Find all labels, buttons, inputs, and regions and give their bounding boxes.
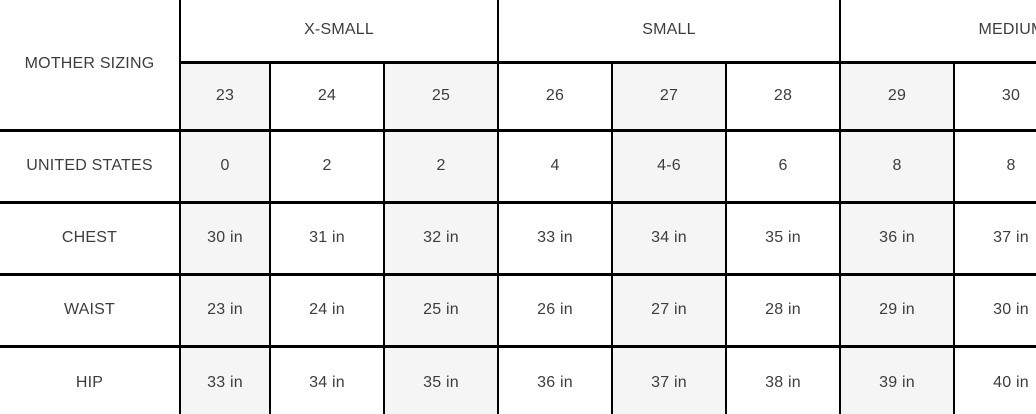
size-cell: 40 in [953, 344, 1036, 414]
size-cell: 38 in [725, 344, 842, 414]
size-number-row: 23 24 25 26 27 28 29 30 [0, 60, 1036, 132]
group-header-medium: MEDIUM [839, 0, 1036, 64]
size-col-header-25: 25 [382, 60, 500, 132]
size-cell: 30 in [179, 200, 271, 276]
size-cell: 29 in [839, 272, 956, 348]
size-cell: 8 [953, 128, 1036, 204]
size-cell: 32 in [382, 200, 500, 276]
size-cell: 26 in [497, 272, 614, 348]
size-cell: 37 in [611, 344, 728, 414]
size-cell: 35 in [382, 344, 500, 414]
corner-header-cell: MOTHER SIZING [0, 0, 181, 132]
size-col-header-26: 26 [497, 60, 614, 132]
size-col-header-23: 23 [179, 60, 271, 132]
size-cell: 37 in [953, 200, 1036, 276]
size-cell: 36 in [497, 344, 614, 414]
size-col-header-30: 30 [953, 60, 1036, 132]
size-cell: 4-6 [611, 128, 728, 204]
size-cell: 28 in [725, 272, 842, 348]
size-cell: 4 [497, 128, 614, 204]
row-label-united-states: UNITED STATES [0, 128, 181, 204]
size-cell: 34 in [611, 200, 728, 276]
table-row-united-states: UNITED STATES 0 2 2 4 4-6 6 8 8 [0, 128, 1036, 204]
table-row-chest: CHEST 30 in 31 in 32 in 33 in 34 in 35 i… [0, 200, 1036, 276]
size-col-header-29: 29 [839, 60, 956, 132]
size-cell: 33 in [179, 344, 271, 414]
size-col-header-24: 24 [269, 60, 385, 132]
size-cell: 8 [839, 128, 956, 204]
row-label-waist: WAIST [0, 272, 181, 348]
size-cell: 24 in [269, 272, 385, 348]
group-header-xsmall: X-SMALL [178, 0, 500, 64]
size-cell: 27 in [611, 272, 728, 348]
size-cell: 6 [725, 128, 842, 204]
size-col-header-28: 28 [725, 60, 842, 132]
size-cell: 2 [382, 128, 500, 204]
size-cell: 39 in [839, 344, 956, 414]
table-row-hip: HIP 33 in 34 in 35 in 36 in 37 in 38 in … [0, 344, 1036, 414]
size-cell: 2 [269, 128, 385, 204]
size-col-header-27: 27 [611, 60, 728, 132]
size-cell: 0 [179, 128, 271, 204]
row-label-chest: CHEST [0, 200, 181, 276]
size-cell: 23 in [179, 272, 271, 348]
size-cell: 34 in [269, 344, 385, 414]
row-label-hip: HIP [0, 344, 181, 414]
size-cell: 33 in [497, 200, 614, 276]
size-cell: 36 in [839, 200, 956, 276]
table-row-waist: WAIST 23 in 24 in 25 in 26 in 27 in 28 i… [0, 272, 1036, 348]
header-group-row: MOTHER SIZING X-SMALL SMALL MEDIUM [0, 0, 1036, 132]
size-cell: 31 in [269, 200, 385, 276]
size-cell: 30 in [953, 272, 1036, 348]
size-cell: 35 in [725, 200, 842, 276]
group-header-small: SMALL [497, 0, 842, 64]
size-cell: 25 in [382, 272, 500, 348]
